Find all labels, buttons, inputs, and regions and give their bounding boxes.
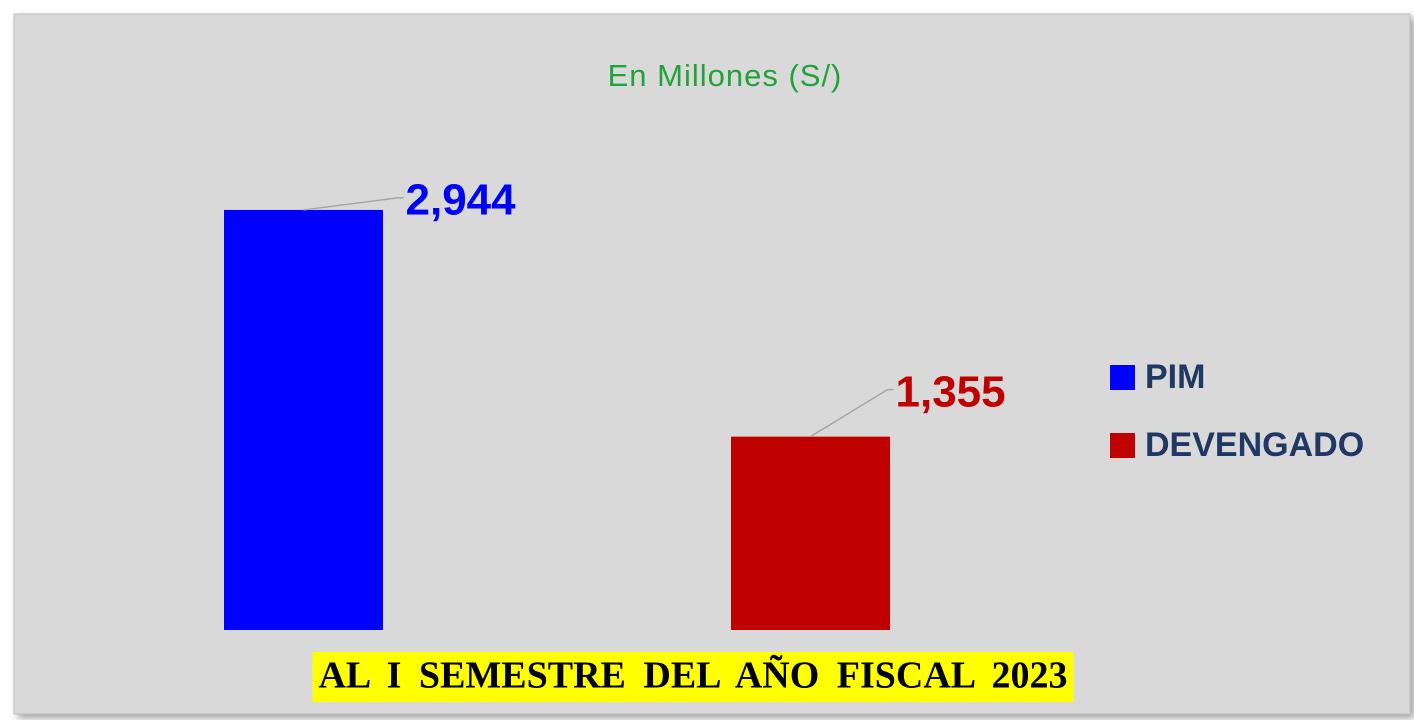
legend-swatch [1110, 365, 1135, 390]
bar [224, 209, 383, 630]
data-label: 1,355 [896, 367, 1006, 416]
x-tick-label: AL I SEMESTRE DEL AÑO FISCAL 2023 [318, 655, 1067, 697]
x-tick-label-background [312, 652, 1074, 702]
data-label: 2,944 [406, 176, 517, 225]
legend-swatch [1110, 433, 1135, 458]
chart-title: En Millones (S/) [608, 58, 843, 93]
leader-line [303, 197, 404, 211]
legend-label: DEVENGADO [1145, 426, 1364, 464]
bar [731, 436, 890, 630]
leader-line [810, 388, 894, 438]
legend-label: PIM [1145, 358, 1205, 396]
